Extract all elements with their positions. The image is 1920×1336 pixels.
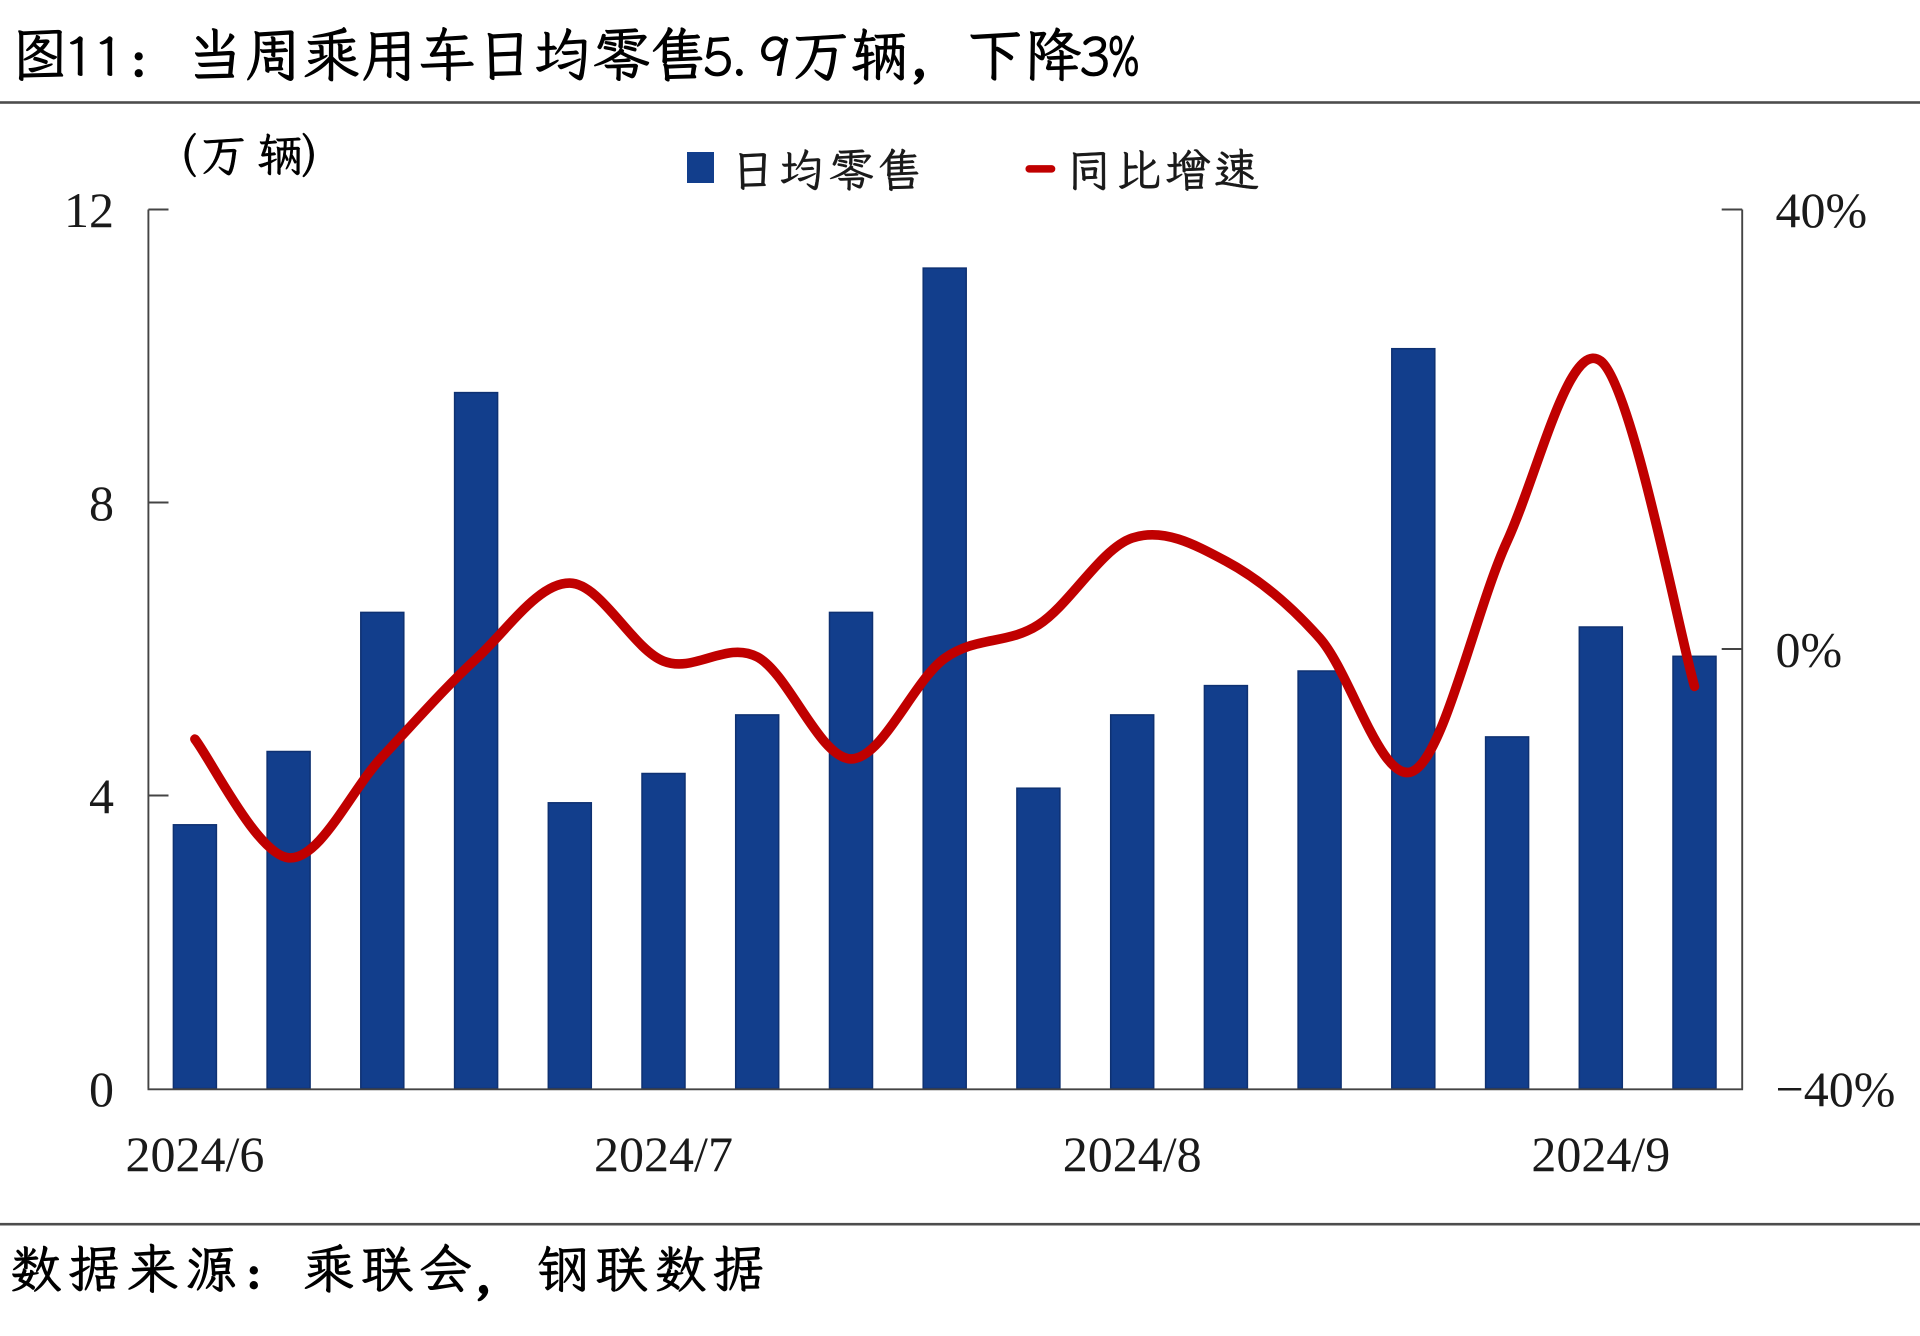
svg-text:8: 8 [89,475,114,531]
svg-text:2024/7: 2024/7 [594,1126,733,1182]
svg-text:2024/6: 2024/6 [125,1126,264,1182]
svg-text:−40%: −40% [1776,1061,1896,1117]
svg-text:0: 0 [89,1061,114,1117]
svg-text:2024/9: 2024/9 [1531,1126,1670,1182]
svg-text:12: 12 [64,182,114,238]
svg-text:40%: 40% [1776,182,1868,238]
svg-text:0%: 0% [1776,621,1843,677]
svg-text:4: 4 [89,768,114,824]
svg-text:2024/8: 2024/8 [1063,1126,1202,1182]
